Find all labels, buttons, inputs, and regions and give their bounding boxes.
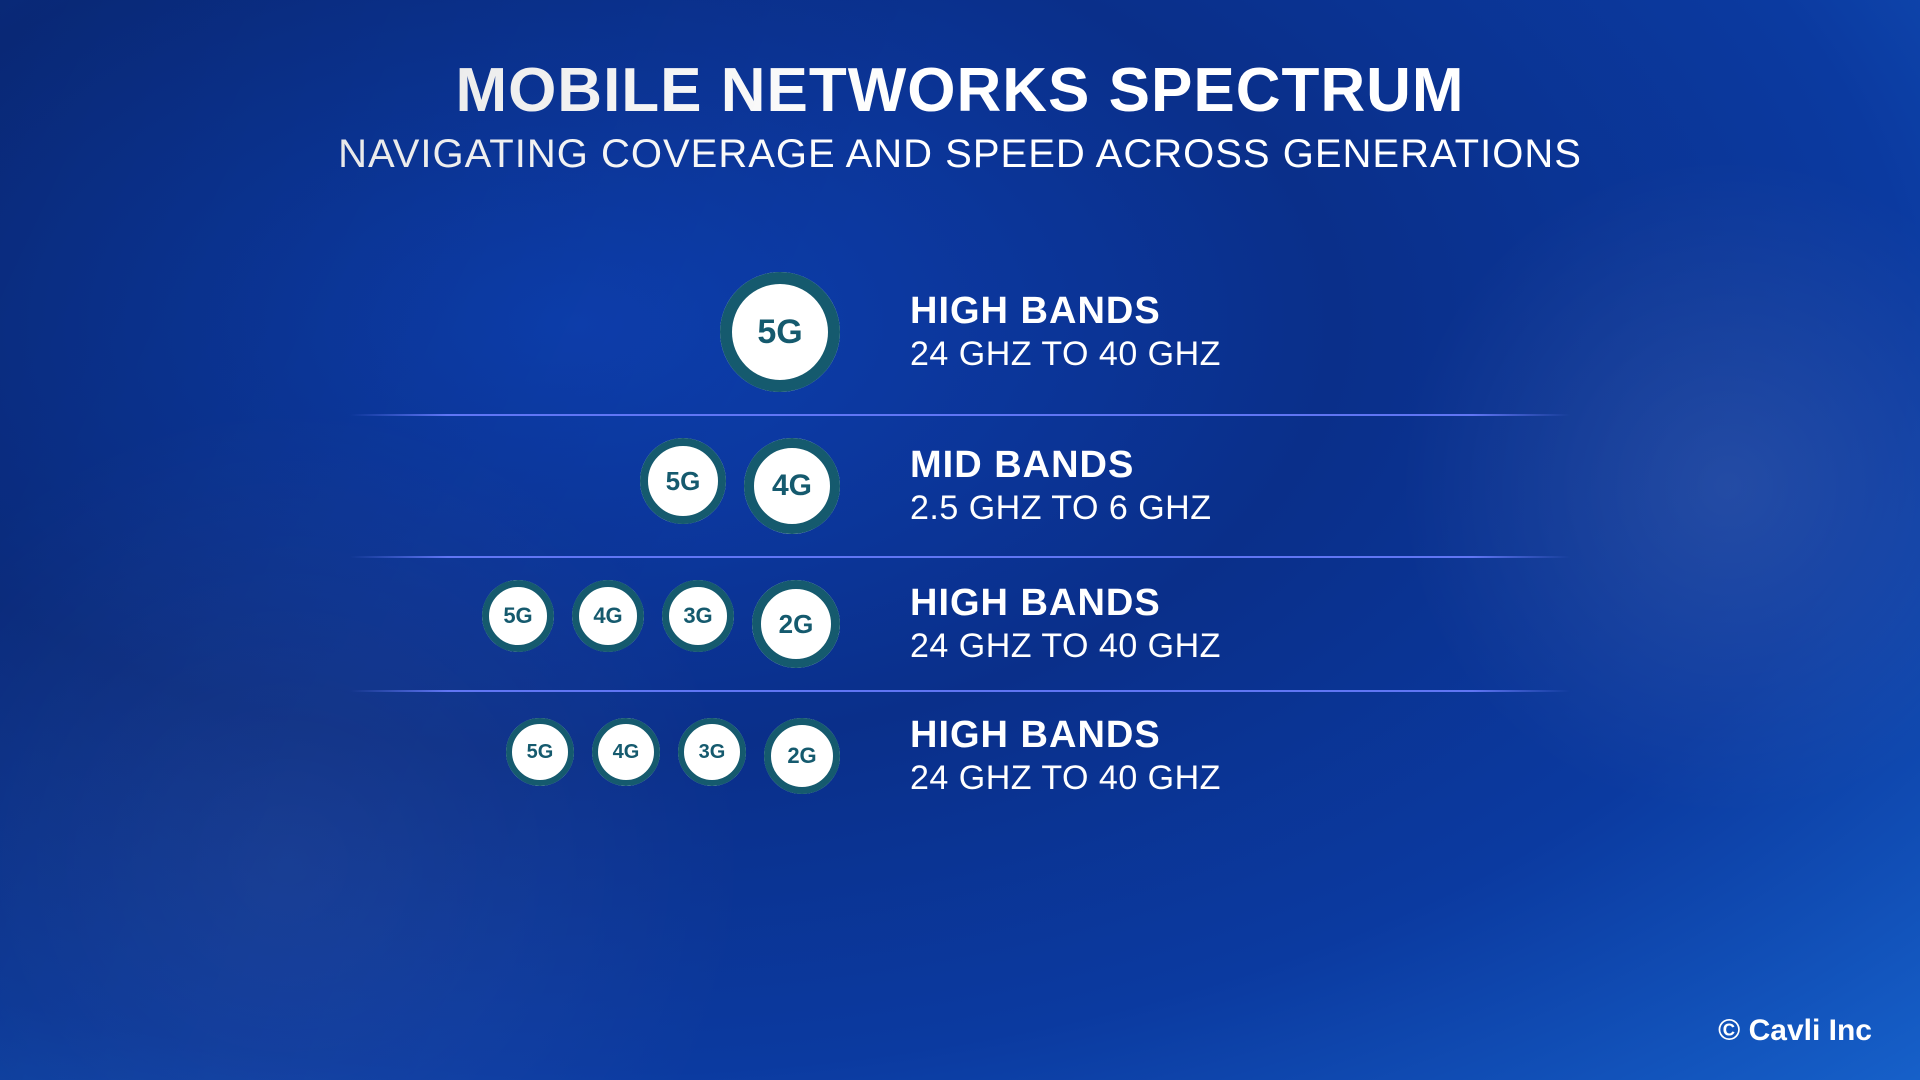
row-divider xyxy=(350,414,1570,416)
row-divider xyxy=(350,690,1570,692)
band-labels: HIGH BANDS24 GHZ TO 40 GHZ xyxy=(910,290,1570,374)
badge-label: 4G xyxy=(593,603,622,629)
badge-label: 4G xyxy=(613,741,640,764)
infographic-stage: MOBILE NETWORKS SPECTRUM NAVIGATING COVE… xyxy=(0,0,1920,1080)
generation-badge: 4G xyxy=(572,580,644,652)
generation-badge: 4G xyxy=(592,718,660,786)
spectrum-row: 5G HIGH BANDS24 GHZ TO 40 GHZ xyxy=(350,250,1570,414)
row-divider xyxy=(350,556,1570,558)
badge-group: 5G xyxy=(350,272,910,392)
copyright: © Cavli Inc xyxy=(1718,1014,1872,1048)
generation-badge: 3G xyxy=(678,718,746,786)
band-labels: HIGH BANDS24 GHZ TO 40 GHZ xyxy=(910,582,1570,666)
spectrum-row: 5G 4G 3G 2G HIGH BANDS24 GHZ TO 40 GHZ xyxy=(350,558,1570,690)
band-range: 2.5 GHZ TO 6 GHZ xyxy=(910,489,1570,528)
generation-badge: 2G xyxy=(752,580,840,668)
badge-label: 5G xyxy=(527,741,554,764)
generation-badge: 3G xyxy=(662,580,734,652)
band-range: 24 GHZ TO 40 GHZ xyxy=(910,627,1570,666)
band-title: HIGH BANDS xyxy=(910,290,1570,333)
band-labels: MID BANDS2.5 GHZ TO 6 GHZ xyxy=(910,444,1570,528)
generation-badge: 5G xyxy=(640,438,726,524)
badge-label: 4G xyxy=(772,469,812,503)
badge-label: 5G xyxy=(666,466,701,497)
badge-label: 3G xyxy=(683,603,712,629)
band-title: MID BANDS xyxy=(910,444,1570,487)
badge-label: 2G xyxy=(787,743,816,769)
band-labels: HIGH BANDS24 GHZ TO 40 GHZ xyxy=(910,714,1570,798)
generation-badge: 5G xyxy=(506,718,574,786)
badge-group: 5G 4G xyxy=(350,438,910,534)
band-title: HIGH BANDS xyxy=(910,714,1570,757)
header: MOBILE NETWORKS SPECTRUM NAVIGATING COVE… xyxy=(0,0,1920,177)
badge-label: 2G xyxy=(779,609,814,640)
band-range: 24 GHZ TO 40 GHZ xyxy=(910,759,1570,798)
band-range: 24 GHZ TO 40 GHZ xyxy=(910,335,1570,374)
page-subtitle: NAVIGATING COVERAGE AND SPEED ACROSS GEN… xyxy=(0,132,1920,177)
badge-group: 5G 4G 3G 2G xyxy=(350,580,910,668)
badge-label: 5G xyxy=(503,603,532,629)
badge-group: 5G 4G 3G 2G xyxy=(350,718,910,794)
rows-container: 5GHIGH BANDS24 GHZ TO 40 GHZ5G4GMID BAND… xyxy=(350,250,1570,820)
generation-badge: 5G xyxy=(482,580,554,652)
page-title: MOBILE NETWORKS SPECTRUM xyxy=(0,55,1920,126)
spectrum-row: 5G 4G 3G 2G HIGH BANDS24 GHZ TO 40 GHZ xyxy=(350,692,1570,820)
band-title: HIGH BANDS xyxy=(910,582,1570,625)
badge-label: 5G xyxy=(757,313,802,352)
spectrum-row: 5G 4G MID BANDS2.5 GHZ TO 6 GHZ xyxy=(350,416,1570,556)
generation-badge: 4G xyxy=(744,438,840,534)
badge-label: 3G xyxy=(699,741,726,764)
generation-badge: 5G xyxy=(720,272,840,392)
generation-badge: 2G xyxy=(764,718,840,794)
